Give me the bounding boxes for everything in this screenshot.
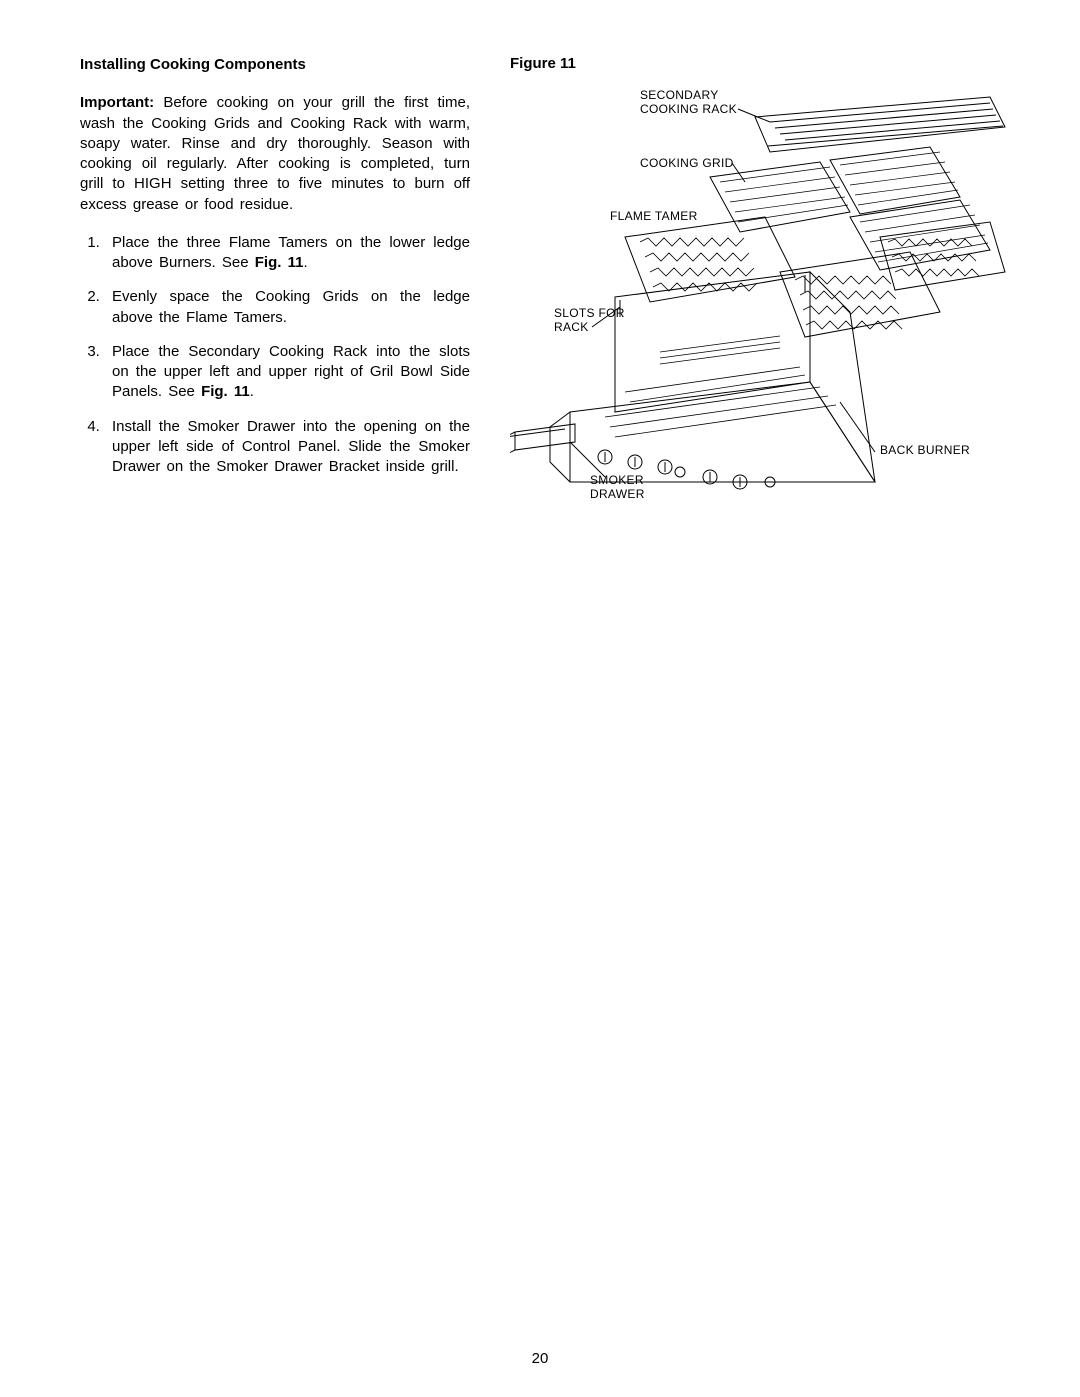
- callout-secondary-rack: SECONDARYCOOKING RACK: [640, 89, 737, 117]
- intro-body: Before cooking on your grill the first t…: [80, 94, 470, 212]
- callout-slots: SLOTS FORRACK: [554, 307, 625, 335]
- instructions-column: Installing Cooking Components Important:…: [80, 55, 470, 532]
- figure-title: Figure 11: [510, 55, 1010, 72]
- callout-text: BACK BURNER: [880, 443, 970, 457]
- secondary-rack-icon: [755, 97, 1005, 152]
- callout-text: FLAME TAMER: [610, 209, 698, 223]
- figure-column: Figure 11 SECONDARYCOOKING RACK COOKING …: [510, 55, 1010, 532]
- figure-11-diagram: SECONDARYCOOKING RACK COOKING GRID FLAME…: [510, 82, 1010, 532]
- step-text: Install the Smoker Drawer into the openi…: [112, 418, 470, 476]
- step-text: Place the Secondary Cooking Rack into th…: [112, 343, 470, 401]
- callout-text: COOKING GRID: [640, 156, 734, 170]
- page-number: 20: [0, 1350, 1080, 1367]
- fig-reference: Fig. 11: [255, 254, 304, 271]
- list-item: Evenly space the Cooking Grids on the le…: [106, 287, 470, 328]
- section-heading: Installing Cooking Components: [80, 55, 470, 75]
- intro-paragraph: Important: Before cooking on your grill …: [80, 93, 470, 215]
- callout-flame-tamer: FLAME TAMER: [610, 210, 698, 224]
- steps-list: Place the three Flame Tamers on the lowe…: [80, 233, 470, 478]
- step-post: .: [303, 254, 307, 271]
- smoker-drawer-icon: [510, 424, 575, 455]
- callout-text: SMOKERDRAWER: [590, 473, 645, 501]
- step-text: Evenly space the Cooking Grids on the le…: [112, 288, 470, 325]
- cooking-grids-icon: [710, 147, 990, 270]
- intro-lead: Important:: [80, 94, 154, 111]
- list-item: Place the three Flame Tamers on the lowe…: [106, 233, 470, 274]
- two-column-layout: Installing Cooking Components Important:…: [80, 55, 1000, 532]
- grill-body-icon: [550, 272, 875, 482]
- fig-reference: Fig. 11: [201, 383, 250, 400]
- step-post: .: [250, 383, 254, 400]
- callout-text: SECONDARYCOOKING RACK: [640, 88, 737, 116]
- list-item: Place the Secondary Cooking Rack into th…: [106, 342, 470, 403]
- list-item: Install the Smoker Drawer into the openi…: [106, 417, 470, 478]
- callout-text: SLOTS FORRACK: [554, 306, 625, 334]
- manual-page: Installing Cooking Components Important:…: [0, 0, 1080, 1397]
- callout-smoker: SMOKERDRAWER: [590, 474, 645, 502]
- callout-back-burner: BACK BURNER: [880, 444, 970, 458]
- callout-cooking-grid: COOKING GRID: [640, 157, 734, 171]
